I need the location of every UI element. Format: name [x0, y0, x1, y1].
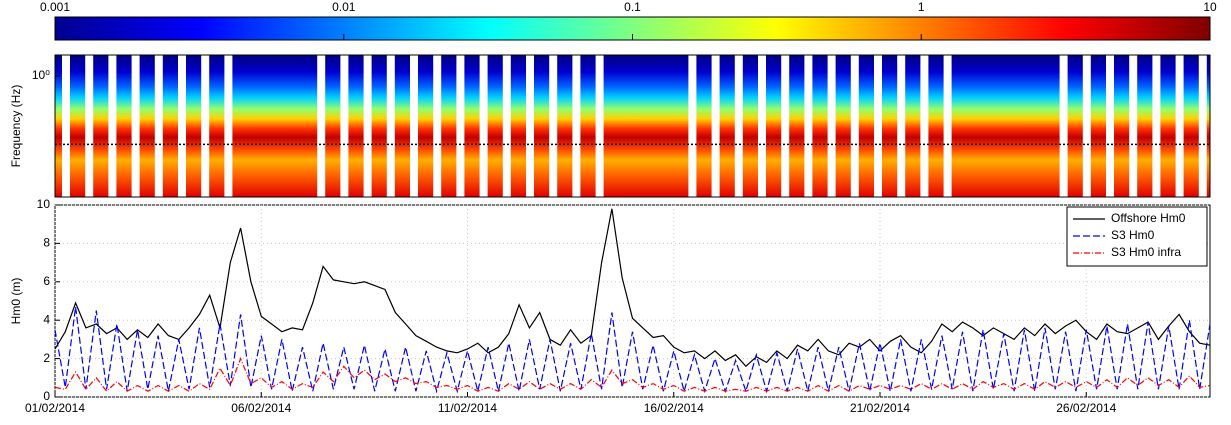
y-tick-label: 2 [43, 351, 50, 365]
data-gap [386, 55, 395, 197]
series-line [54, 306, 1211, 394]
legend-label: Offshore Hm0 [1111, 211, 1186, 225]
y-tick-label: 8 [43, 236, 50, 250]
data-gap [154, 55, 163, 197]
data-gap [1082, 55, 1091, 197]
spectrogram-frame [54, 54, 1211, 198]
x-tick-label: 11/02/2014 [438, 401, 497, 415]
data-gap [1152, 55, 1161, 197]
x-tick-label: 21/02/2014 [850, 401, 910, 415]
data-gap [224, 55, 233, 197]
y-tick-label: 10⁰ [32, 68, 50, 82]
data-gap [781, 55, 790, 197]
data-gap [711, 55, 720, 197]
data-gap [85, 55, 94, 197]
legend-label: S3 Hm0 [1111, 228, 1155, 242]
data-gap [1129, 55, 1138, 197]
y-tick-label: 0 [43, 389, 50, 403]
data-gap [526, 55, 534, 197]
data-gap [920, 55, 929, 197]
data-gap [572, 55, 581, 197]
data-gap [850, 55, 859, 197]
x-tick-label: 06/02/2014 [231, 401, 291, 415]
y-tick-label: 10 [37, 197, 51, 211]
colorbar-tick-label: 10 [1203, 0, 1217, 14]
y-tick-label: 6 [43, 274, 50, 288]
data-gap [479, 55, 488, 197]
x-tick-label: 16/02/2014 [644, 401, 704, 415]
data-gap [874, 55, 882, 197]
data-gap [1059, 55, 1068, 197]
spectrogram-gaps [62, 55, 1207, 197]
data-gap [1175, 55, 1184, 197]
data-gap [827, 55, 836, 197]
data-gap [456, 55, 465, 197]
x-tick-label: 26/02/2014 [1056, 401, 1116, 415]
data-gap [201, 55, 210, 197]
legend-box [1066, 206, 1208, 267]
data-gap [317, 55, 326, 197]
legend-label: S3 Hm0 infra [1111, 245, 1181, 259]
data-gap [1198, 55, 1207, 197]
data-gap [758, 55, 766, 197]
data-gap [804, 55, 813, 197]
data-gap [410, 55, 418, 197]
data-gap [595, 55, 604, 197]
colorbar-tick-label: 0.1 [624, 0, 641, 14]
colorbar-tick-label: 0.01 [332, 0, 356, 14]
data-gap [1106, 55, 1114, 197]
data-gap [943, 55, 952, 197]
plot-frame [54, 204, 1211, 398]
data-gap [363, 55, 372, 197]
data-gap [688, 55, 697, 197]
data-gap [549, 55, 558, 197]
data-gap [131, 55, 140, 197]
series-line [54, 356, 1211, 393]
data-gap [734, 55, 743, 197]
data-gap [897, 55, 906, 197]
colorbar-tick-label: 1 [918, 0, 925, 14]
data-gap [340, 55, 349, 197]
colorbar-tick-label: 0.001 [40, 0, 70, 14]
data-gap [108, 55, 117, 197]
data-gap [433, 55, 442, 197]
data-gap [178, 55, 186, 197]
x-tick-label: 01/02/2014 [25, 401, 85, 415]
spectrogram-image [55, 55, 1210, 197]
data-gap [502, 55, 511, 197]
y-tick-label: 4 [43, 312, 50, 326]
series-line [54, 208, 1211, 368]
y-axis-label: Frequency (Hz) [9, 85, 23, 168]
data-gap [62, 55, 70, 197]
y-axis-label: Hm0 (m) [9, 278, 23, 325]
